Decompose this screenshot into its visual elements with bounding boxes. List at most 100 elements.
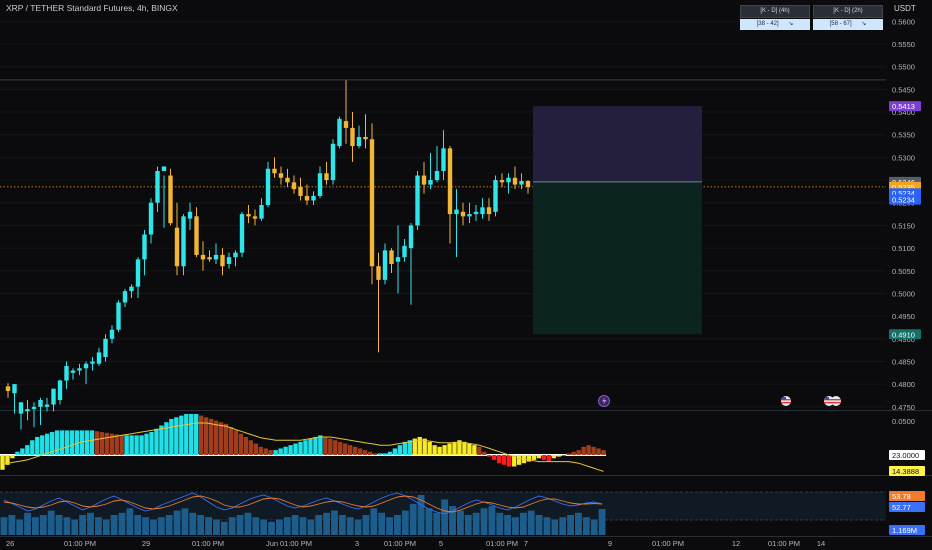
candle-body (246, 214, 251, 217)
stoch-d-line (3, 495, 603, 513)
candle-body (64, 366, 69, 381)
macd-pane (0, 414, 606, 472)
volume-bar (87, 512, 94, 535)
volume-bar (181, 508, 189, 535)
macd-histogram-bar (248, 440, 254, 455)
candle-body (285, 177, 290, 183)
macd-histogram-bar (119, 435, 124, 455)
candle-body (525, 180, 531, 187)
volume-bar (283, 517, 291, 535)
price-axis[interactable]: 0.5600 0.5550 0.5500 0.5450 0.5400 0.5350 0.53… (892, 17, 915, 411)
candle-body (142, 234, 147, 260)
volume-bar (575, 512, 582, 535)
candle-body (31, 406, 37, 410)
candle-body (447, 148, 453, 215)
volume-bar (79, 515, 87, 535)
macd-histogram-bar (576, 450, 581, 455)
volume-bar (543, 517, 551, 535)
candle-body (330, 143, 336, 181)
macd-histogram-bar (59, 430, 65, 455)
candle-body (233, 252, 238, 258)
position-tool[interactable] (533, 106, 702, 335)
candle-body (168, 175, 173, 224)
macd-histogram-bar (0, 455, 5, 470)
macd-histogram-bar (114, 434, 119, 455)
candle-body (376, 266, 381, 280)
volume-bar (504, 515, 512, 535)
price-tick-label: 0.5500 (892, 63, 915, 72)
candle-body (291, 182, 297, 190)
candle-body (389, 250, 394, 264)
volume-bar (551, 519, 559, 535)
volume-bar (299, 517, 307, 535)
volume-bar (488, 506, 496, 535)
price-tick-label: 0.4950 (892, 312, 915, 321)
candle-body (135, 259, 141, 287)
price-tick-label: 0.5050 (892, 267, 915, 276)
volume-bar (519, 512, 527, 535)
time-tick-label: 29 (142, 539, 150, 548)
candle-body (220, 254, 225, 267)
volume-bar (110, 515, 118, 535)
macd-histogram-bar (407, 440, 412, 455)
candle-body (122, 291, 128, 303)
macd-histogram-bar (382, 453, 388, 455)
volume-bar (157, 517, 165, 535)
candle-body (18, 402, 24, 414)
volume-bar (512, 517, 519, 535)
stoch-k-line (3, 492, 603, 515)
macd-histogram-bar (472, 445, 477, 455)
us-flag-icon[interactable] (831, 396, 841, 406)
candle-body (415, 175, 420, 226)
indicator-label-box (889, 491, 925, 501)
time-tick-label: 01:00 PM (768, 539, 800, 548)
macd-histogram-bar (591, 446, 596, 455)
time-axis[interactable]: 26 01:00 PM 29 01:00 PM Jun 01:00 PM 3 01:00 PM… (6, 539, 825, 548)
time-tick-label: 01:00 PM (280, 539, 312, 548)
time-tick-label: 7 (524, 539, 528, 548)
macd-histogram-bar (323, 436, 328, 455)
macd-histogram-bar (149, 432, 154, 455)
volume-bar (31, 517, 39, 535)
candle-body (350, 127, 355, 147)
indicator-label-box (889, 525, 925, 535)
candle-body (317, 173, 323, 196)
volume-bar (472, 512, 480, 535)
indicator-label-text: 1.169M (892, 526, 917, 535)
price-tick-label: 0.5300 (892, 153, 915, 162)
macd-histogram-bar (457, 440, 462, 455)
macd-histogram-bar (367, 451, 373, 455)
macd-histogram-bar (328, 438, 333, 455)
macd-histogram-bar (203, 417, 209, 455)
macd-histogram-bar (25, 445, 30, 455)
macd-histogram-bar (94, 431, 100, 455)
candle-body (480, 207, 485, 215)
us-flag-icon[interactable] (781, 396, 791, 406)
macd-histogram-bar (412, 438, 417, 455)
volume-bar (173, 510, 181, 535)
candle-body (265, 168, 271, 206)
candle-body (337, 118, 342, 147)
macd-histogram-bar (462, 441, 467, 455)
price-label-text: 0.4910 (892, 330, 915, 339)
candle-body (382, 250, 388, 280)
macd-histogram-bar (497, 455, 502, 464)
event-markers[interactable] (598, 395, 842, 407)
time-tick-label: 9 (608, 539, 612, 548)
volume-bar (94, 517, 102, 535)
candle-body (259, 205, 264, 219)
price-tick-label: 0.4850 (892, 357, 915, 366)
price-tick-label: 0.5150 (892, 221, 915, 230)
macd-histogram-bar (49, 432, 55, 455)
candle-body (129, 286, 134, 292)
macd-histogram-bar (243, 436, 249, 455)
volume-bar (323, 512, 331, 535)
lightning-icon[interactable] (598, 395, 610, 407)
us-flag-icon[interactable] (824, 396, 834, 406)
candle-body (103, 338, 108, 357)
macd-histogram-bar (318, 435, 323, 455)
volume-bar (409, 503, 417, 535)
kd-widget-2h-value: [58 - 67] ↘ (813, 19, 883, 30)
candle-body (506, 177, 511, 183)
